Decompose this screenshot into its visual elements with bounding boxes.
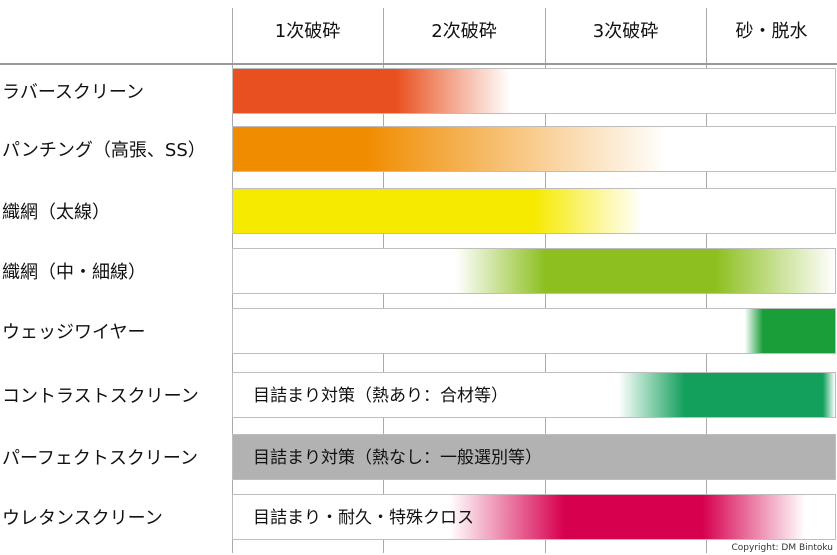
row-bar <box>233 495 835 539</box>
copyright-text: Copyright: DM Bintoku <box>731 543 833 553</box>
row-track <box>232 248 836 294</box>
stage-header: 2次破砕 <box>431 21 497 42</box>
row-label: 織網（太線） <box>2 202 110 223</box>
row-label: 織網（中・細線） <box>2 262 146 283</box>
row-bar <box>233 127 835 171</box>
row-track <box>232 188 836 234</box>
row-bar <box>233 435 835 479</box>
stage-header: 3次破砕 <box>592 21 659 42</box>
row-bar <box>233 69 835 113</box>
row-label: パンチング（高張、SS） <box>2 140 206 161</box>
row-note: 目詰まり対策（熱あり：合材等） <box>253 386 508 406</box>
row-bar <box>233 309 835 353</box>
row-track <box>232 126 836 172</box>
row-track: 目詰まり対策（熱なし：一般選別等） <box>232 434 836 480</box>
row-note: 目詰まり・耐久・特殊クロス <box>253 508 474 528</box>
row-bar <box>233 373 835 417</box>
row-track: 目詰まり対策（熱あり：合材等） <box>232 372 836 418</box>
row-bar <box>233 249 835 293</box>
row-note: 目詰まり対策（熱なし：一般選別等） <box>253 448 542 468</box>
row-track: 目詰まり・耐久・特殊クロス <box>232 494 836 540</box>
row-label: コントラストスクリーン <box>2 386 199 407</box>
row-label: パーフェクトスクリーン <box>2 448 199 469</box>
row-track <box>232 308 836 354</box>
row-bar <box>233 189 835 233</box>
header-underline <box>0 63 837 65</box>
stage-header: 1次破砕 <box>274 21 341 42</box>
row-track <box>232 68 836 114</box>
row-label: ラバースクリーン <box>2 82 145 103</box>
row-label: ウレタンスクリーン <box>2 508 163 529</box>
stage-header: 砂・脱水 <box>735 21 808 42</box>
row-label: ウェッジワイヤー <box>2 322 146 343</box>
